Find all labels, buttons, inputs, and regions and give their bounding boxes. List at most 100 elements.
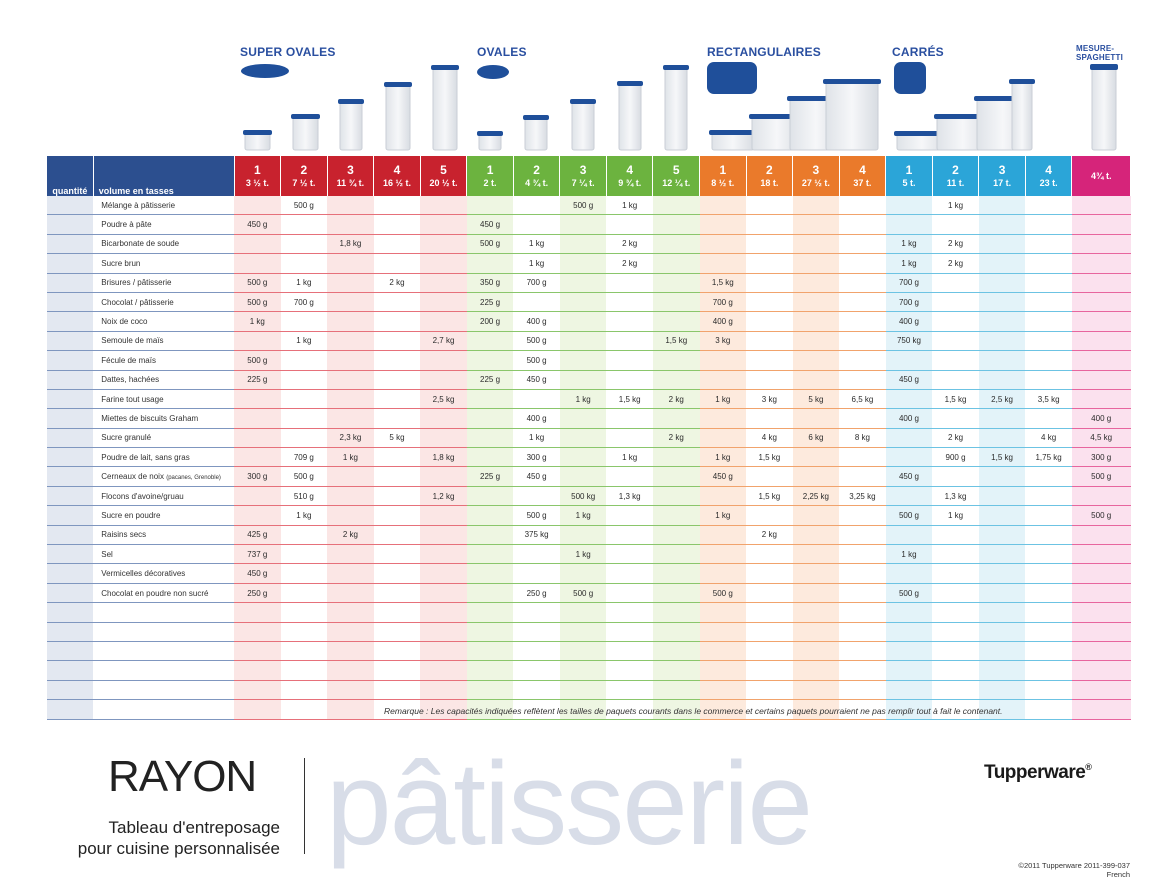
value-cell: [327, 370, 374, 390]
item-name-cell: Dattes, hachées: [93, 370, 235, 390]
value-cell: [1025, 505, 1072, 526]
value-cell: [327, 505, 374, 526]
value-cell: 1 kg: [885, 253, 933, 274]
column-number: 3: [347, 163, 354, 177]
item-name: Mélange à pâtisserie: [101, 200, 176, 210]
column-header-bleu-3: 3 17 t.: [978, 156, 1026, 196]
value-cell: [280, 525, 328, 546]
value-cell: [932, 292, 979, 313]
value-cell: [839, 311, 886, 332]
value-cell: 1 kg: [559, 389, 607, 410]
value-cell: [373, 505, 421, 526]
value-cell: [606, 563, 653, 584]
value-cell: 450 g: [466, 214, 514, 235]
quantity-cell: [47, 466, 94, 487]
value-cell: [466, 660, 514, 681]
value-cell: 500 g: [513, 350, 560, 371]
value-cell: [420, 234, 467, 255]
value-cell: [280, 699, 328, 720]
value-cell: [978, 680, 1026, 701]
value-cell: [885, 563, 933, 584]
value-cell: [885, 196, 933, 216]
containers-drawing: [241, 62, 1118, 151]
value-cell: [792, 292, 840, 313]
value-cell: 1,5 kg: [932, 389, 979, 410]
value-cell: [606, 699, 653, 720]
column-number: 3: [812, 163, 820, 177]
value-cell: [839, 525, 886, 546]
item-name: Sucre en poudre: [101, 510, 161, 520]
value-cell: 400 g: [1071, 408, 1131, 429]
value-cell: 3,25 kg: [839, 486, 886, 507]
value-cell: [746, 641, 793, 662]
value-cell: [327, 622, 374, 642]
item-name-cell: [93, 680, 235, 701]
item-name-cell: Noix de coco: [93, 311, 235, 332]
value-cell: [746, 563, 793, 584]
value-cell: [1025, 544, 1072, 565]
value-cell: [234, 408, 281, 429]
column-header-rose-x: 4¾ t.: [1071, 156, 1131, 196]
value-cell: [373, 350, 421, 371]
value-cell: [466, 331, 514, 352]
value-cell: [652, 273, 700, 293]
value-cell: [932, 622, 979, 642]
value-cell: [466, 389, 514, 410]
value-cell: [280, 641, 328, 662]
value-cell: [373, 331, 421, 352]
quantity-cell: [47, 602, 94, 623]
value-cell: 1,5 kg: [746, 447, 793, 468]
value-cell: [1071, 660, 1131, 681]
column-number: 3: [579, 163, 587, 177]
table-row: [47, 602, 1131, 623]
value-cell: [1071, 196, 1131, 216]
value-cell: [1025, 370, 1072, 390]
quantity-cell: [47, 311, 94, 332]
value-cell: [978, 544, 1026, 565]
value-cell: 1 kg: [513, 428, 560, 449]
value-cell: [466, 602, 514, 623]
table-row: Farine tout usage 2,5 kg 1 kg 1,5 kg 2 kg 1 k…: [47, 389, 1131, 410]
value-cell: [885, 680, 933, 701]
ovale-2-icon: [523, 115, 549, 151]
value-cell: [652, 466, 700, 487]
value-cell: 1,8 kg: [327, 234, 374, 255]
value-cell: [932, 544, 979, 565]
value-cell: [839, 583, 886, 604]
column-number: 4: [1045, 163, 1052, 177]
table-row: [47, 660, 1131, 681]
value-cell: 2 kg: [746, 525, 793, 546]
table-row: [47, 622, 1131, 642]
value-cell: [606, 583, 653, 604]
value-cell: [327, 583, 374, 604]
value-cell: 300 g: [513, 447, 560, 468]
value-cell: [746, 622, 793, 642]
value-cell: [327, 408, 374, 429]
value-cell: [466, 253, 514, 274]
value-cell: [234, 602, 281, 623]
mesure-spaghetti-icon: [1090, 64, 1118, 151]
table-row: [47, 699, 1131, 720]
value-cell: [978, 234, 1026, 255]
value-cell: 500 kg: [559, 486, 607, 507]
value-cell: 2 kg: [327, 525, 374, 546]
value-cell: [746, 680, 793, 701]
table-row: Chocolat / pâtisserie 500 g 700 g 225 g 700 …: [47, 292, 1131, 313]
value-cell: [327, 466, 374, 487]
value-cell: [373, 622, 421, 642]
value-cell: [746, 331, 793, 352]
value-cell: [746, 583, 793, 604]
value-cell: [559, 447, 607, 468]
column-number: 1: [905, 163, 913, 177]
value-cell: 450 g: [234, 214, 281, 235]
item-name: Cerneaux de noix: [101, 472, 164, 482]
column-header-rouge-4: 4 16 ½ t.: [373, 156, 421, 196]
value-cell: [466, 428, 514, 449]
item-name-cell: Sucre granulé: [93, 428, 235, 449]
quantity-cell: [47, 505, 94, 526]
value-cell: [792, 350, 840, 371]
value-cell: [652, 408, 700, 429]
